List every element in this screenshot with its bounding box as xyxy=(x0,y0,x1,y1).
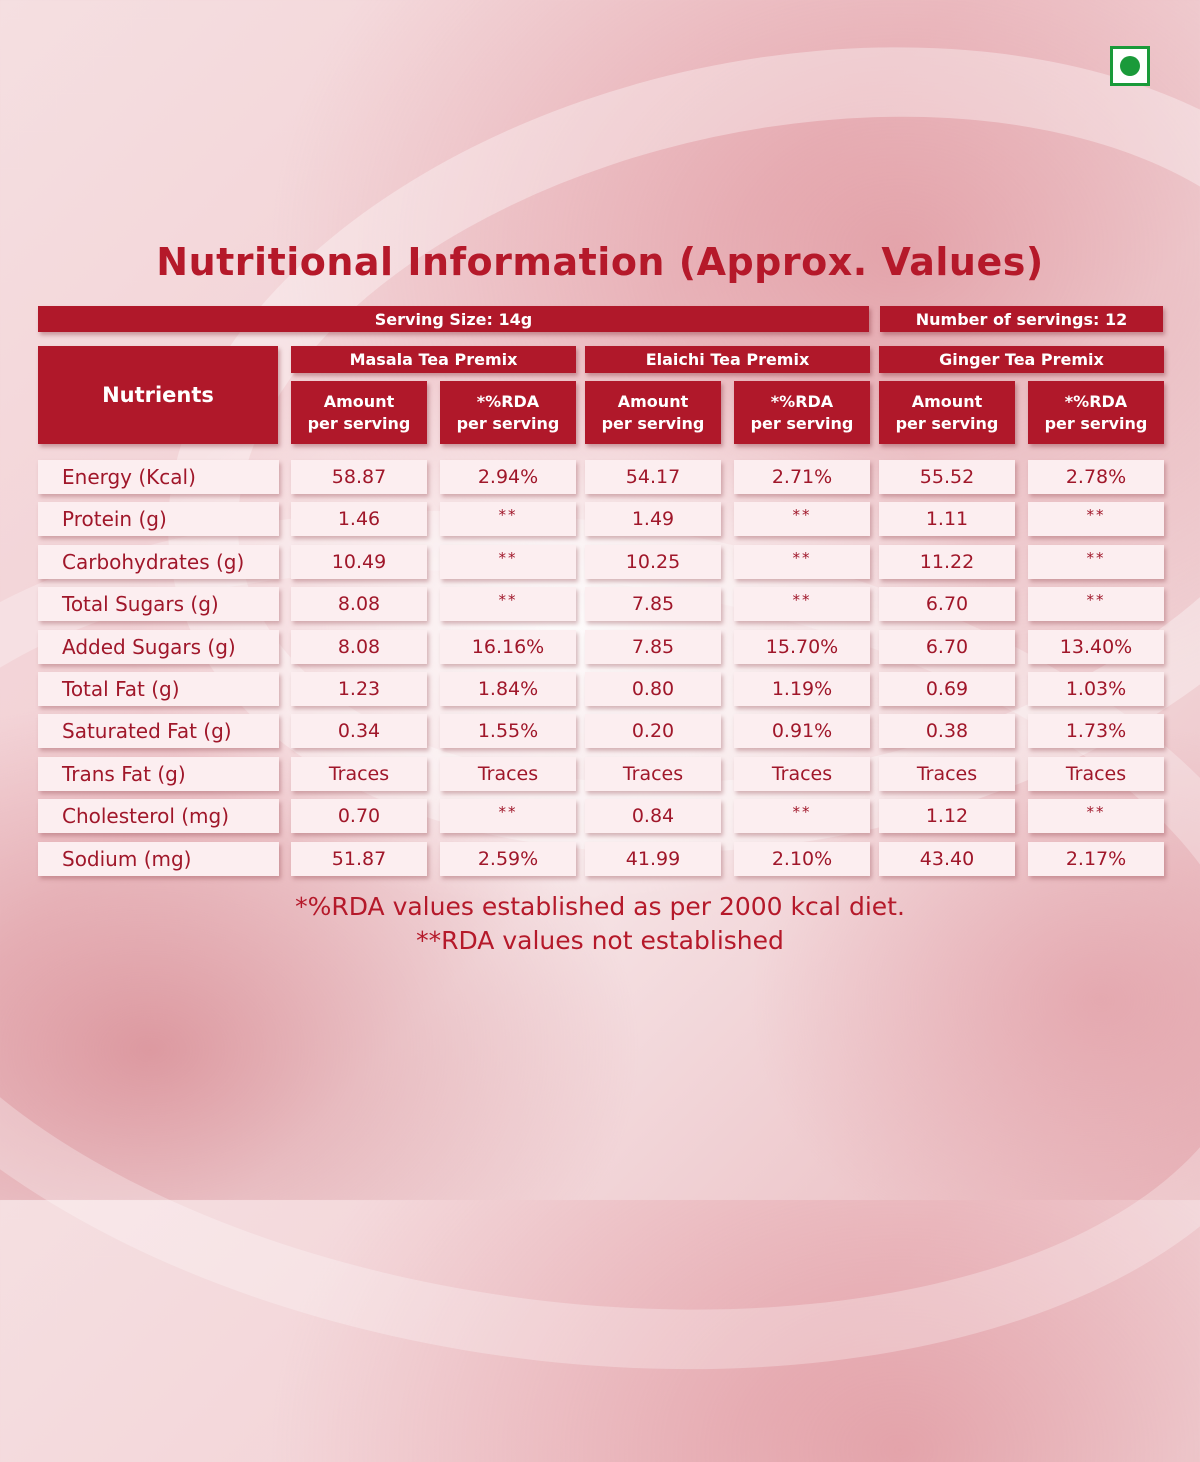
amount-header-line: per serving xyxy=(895,413,999,433)
rda-cell: ** xyxy=(440,502,576,536)
rda-cell: ** xyxy=(734,545,870,579)
amount-cell: 0.84 xyxy=(585,799,721,833)
amount-cell: 54.17 xyxy=(585,460,721,494)
rda-cell: ** xyxy=(1028,502,1164,536)
nutrient-label: Sodium (mg) xyxy=(38,842,279,876)
page-title: Nutritional Information (Approx. Values) xyxy=(156,240,1044,284)
rda-header: *%RDA per serving xyxy=(734,381,870,444)
rda-cell: Traces xyxy=(734,757,870,791)
rda-cell: 1.19% xyxy=(734,672,870,706)
amount-cell: 55.52 xyxy=(879,460,1015,494)
rda-cell: 1.84% xyxy=(440,672,576,706)
rda-header-line: *%RDA xyxy=(770,391,834,411)
amount-header: Amount per serving xyxy=(585,381,721,444)
amount-cell: 43.40 xyxy=(879,842,1015,876)
veg-symbol-icon xyxy=(1110,46,1150,86)
product-header: Elaichi Tea Premix xyxy=(585,346,870,373)
rda-header-line: *%RDA xyxy=(476,391,540,411)
rda-header-line: per serving xyxy=(1044,413,1148,433)
rda-cell: 1.73% xyxy=(1028,714,1164,748)
product-header: Ginger Tea Premix xyxy=(879,346,1164,373)
rda-cell: 2.59% xyxy=(440,842,576,876)
amount-cell: 41.99 xyxy=(585,842,721,876)
amount-header: Amount per serving xyxy=(879,381,1015,444)
amount-cell: 10.49 xyxy=(291,545,427,579)
rda-cell: 2.94% xyxy=(440,460,576,494)
amount-header-line: per serving xyxy=(601,413,705,433)
amount-cell: 11.22 xyxy=(879,545,1015,579)
rda-header-line: per serving xyxy=(750,413,854,433)
footnote-rda: *%RDA values established as per 2000 kca… xyxy=(295,892,905,921)
rda-cell: 2.78% xyxy=(1028,460,1164,494)
amount-cell: 51.87 xyxy=(291,842,427,876)
amount-cell: 6.70 xyxy=(879,630,1015,664)
rda-cell: Traces xyxy=(1028,757,1164,791)
amount-cell: 8.08 xyxy=(291,630,427,664)
servings-count-bar: Number of servings: 12 xyxy=(880,306,1163,332)
rda-header: *%RDA per serving xyxy=(440,381,576,444)
amount-cell: 1.11 xyxy=(879,502,1015,536)
amount-cell: 1.12 xyxy=(879,799,1015,833)
amount-header-line: Amount xyxy=(323,391,395,411)
nutrients-header: Nutrients xyxy=(38,346,278,444)
rda-cell: 16.16% xyxy=(440,630,576,664)
rda-cell: ** xyxy=(1028,545,1164,579)
amount-header-line: per serving xyxy=(307,413,411,433)
rda-cell: 13.40% xyxy=(1028,630,1164,664)
rda-cell: ** xyxy=(440,799,576,833)
amount-header: Amount per serving xyxy=(291,381,427,444)
nutrient-label: Total Sugars (g) xyxy=(38,587,279,621)
rda-cell: 0.91% xyxy=(734,714,870,748)
amount-header-line: Amount xyxy=(617,391,689,411)
nutrient-label: Added Sugars (g) xyxy=(38,630,279,664)
rda-cell: 2.71% xyxy=(734,460,870,494)
rda-cell: ** xyxy=(734,799,870,833)
amount-cell: 1.23 xyxy=(291,672,427,706)
rda-cell: 2.10% xyxy=(734,842,870,876)
nutrient-label: Saturated Fat (g) xyxy=(38,714,279,748)
veg-dot xyxy=(1120,56,1140,76)
rda-cell: Traces xyxy=(440,757,576,791)
amount-cell: 10.25 xyxy=(585,545,721,579)
rda-cell: 1.55% xyxy=(440,714,576,748)
rda-cell: 2.17% xyxy=(1028,842,1164,876)
amount-cell: Traces xyxy=(291,757,427,791)
amount-cell: 0.38 xyxy=(879,714,1015,748)
nutrient-label: Trans Fat (g) xyxy=(38,757,279,791)
footnote-not-established: **RDA values not established xyxy=(416,926,784,955)
rda-cell: 1.03% xyxy=(1028,672,1164,706)
nutrient-label: Total Fat (g) xyxy=(38,672,279,706)
amount-cell: 0.34 xyxy=(291,714,427,748)
rda-cell: ** xyxy=(734,502,870,536)
rda-cell: ** xyxy=(734,587,870,621)
product-header: Masala Tea Premix xyxy=(291,346,576,373)
amount-cell: 8.08 xyxy=(291,587,427,621)
amount-cell: 1.46 xyxy=(291,502,427,536)
rda-cell: ** xyxy=(440,587,576,621)
nutrient-label: Carbohydrates (g) xyxy=(38,545,279,579)
amount-cell: 0.70 xyxy=(291,799,427,833)
amount-header-line: Amount xyxy=(911,391,983,411)
nutrient-label: Cholesterol (mg) xyxy=(38,799,279,833)
amount-cell: 7.85 xyxy=(585,587,721,621)
amount-cell: 0.69 xyxy=(879,672,1015,706)
amount-cell: 1.49 xyxy=(585,502,721,536)
nutrient-label: Energy (Kcal) xyxy=(38,460,279,494)
rda-cell: 15.70% xyxy=(734,630,870,664)
rda-cell: ** xyxy=(1028,587,1164,621)
amount-cell: 58.87 xyxy=(291,460,427,494)
rda-header: *%RDA per serving xyxy=(1028,381,1164,444)
rda-cell: ** xyxy=(440,545,576,579)
amount-cell: 0.80 xyxy=(585,672,721,706)
rda-header-line: per serving xyxy=(456,413,560,433)
amount-cell: 6.70 xyxy=(879,587,1015,621)
amount-cell: Traces xyxy=(879,757,1015,791)
rda-cell: ** xyxy=(1028,799,1164,833)
amount-cell: Traces xyxy=(585,757,721,791)
nutrient-label: Protein (g) xyxy=(38,502,279,536)
amount-cell: 7.85 xyxy=(585,630,721,664)
rda-header-line: *%RDA xyxy=(1064,391,1128,411)
amount-cell: 0.20 xyxy=(585,714,721,748)
serving-size-bar: Serving Size: 14g xyxy=(38,306,869,332)
